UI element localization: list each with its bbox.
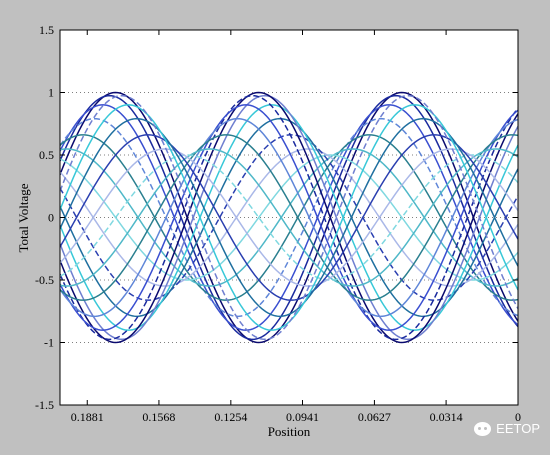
y-axis-label: Total Voltage <box>16 183 31 252</box>
series-line <box>60 154 518 281</box>
y-tick-label: -1 <box>44 336 54 350</box>
x-tick-label: 0.1254 <box>214 410 247 424</box>
series-line <box>60 117 518 318</box>
series-line <box>60 134 518 301</box>
y-tick-label: 1 <box>48 86 54 100</box>
x-tick-label: 0.1568 <box>142 410 175 424</box>
series-line <box>60 94 518 341</box>
x-tick-label: 0.0941 <box>286 410 319 424</box>
x-tick-label: 0.1881 <box>71 410 104 424</box>
series-line <box>60 94 518 341</box>
series-line <box>60 154 518 281</box>
y-tick-label: 0.5 <box>39 148 54 162</box>
y-tick-label: 0 <box>48 211 54 225</box>
series-line <box>60 148 518 287</box>
series-line <box>60 148 518 287</box>
x-tick-label: 0.0627 <box>358 410 391 424</box>
axes: 1.5 1 0.5 0 -0.5 -1 -1.5 0.1881 0.1568 0.1254 0.09… <box>35 23 521 424</box>
x-tick-label: 0.0314 <box>430 410 463 424</box>
series-line <box>60 148 518 287</box>
series-line <box>60 134 518 301</box>
series-line <box>60 94 518 341</box>
x-axis-label: Position <box>268 424 311 439</box>
series-line <box>60 104 518 331</box>
series-line <box>60 117 518 318</box>
series-line <box>60 104 518 331</box>
x-tick-label: 0 <box>515 410 521 424</box>
series-line <box>60 94 518 341</box>
series-group <box>60 91 518 344</box>
y-tick-label: -0.5 <box>35 273 54 287</box>
series-line <box>60 148 518 287</box>
series-line <box>60 134 518 301</box>
series-line <box>60 91 518 344</box>
y-tick-label: -1.5 <box>35 398 54 412</box>
series-line <box>60 91 518 344</box>
watermark: EETOP <box>474 421 540 436</box>
wechat-icon <box>474 421 492 436</box>
watermark-text: EETOP <box>496 421 540 436</box>
y-tick-label: 1.5 <box>39 23 54 37</box>
